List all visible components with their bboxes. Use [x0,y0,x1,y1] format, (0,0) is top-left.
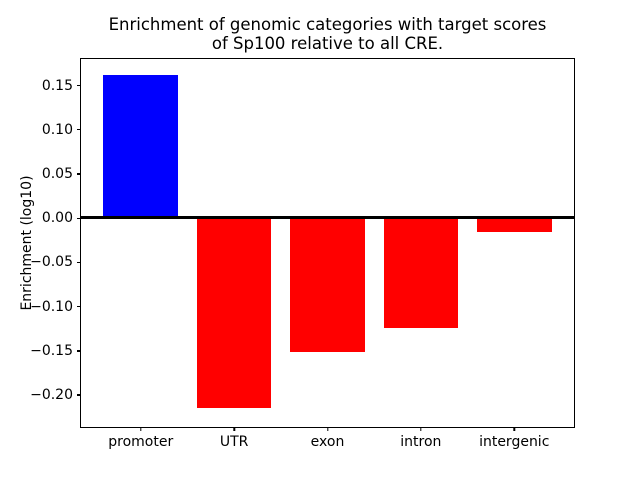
y-axis-label: Enrichment (log10) [19,175,35,311]
x-tick-mark [513,427,515,431]
y-tick-mark [77,129,81,131]
x-tick-mark [326,427,329,431]
y-tick-label: 0.15 [41,77,73,94]
x-tick-mark [140,427,142,431]
chart-title-line1: Enrichment of genomic categories with ta… [108,15,547,34]
x-tick-label-intergenic: intergenic [479,434,550,450]
y-tick-mark [77,350,81,352]
x-tick-label-promoter: promoter [108,434,174,450]
y-tick-label: 0.10 [41,121,73,138]
bar-UTR [196,218,272,409]
y-tick-label: −0.05 [30,254,73,271]
y-tick-mark [77,84,81,87]
y-tick-mark [77,394,81,396]
y-tick-label: 0.05 [41,166,73,182]
y-tick-mark [77,261,81,264]
chart-title: Enrichment of genomic categories with ta… [80,15,575,53]
x-tick-mark [420,427,422,431]
chart-title-line2: of Sp100 relative to all CRE. [211,34,444,53]
bar-exon [290,218,365,352]
y-tick-mark [77,217,81,219]
bar-intergenic [476,218,552,233]
y-tick-mark [77,173,81,175]
y-tick-mark [77,305,81,308]
x-tick-mark [233,427,235,431]
x-tick-label-intron: intron [400,434,442,450]
y-tick-label: −0.10 [30,298,73,315]
x-tick-label-exon: exon [310,434,345,450]
bar-intron [383,218,459,328]
y-tick-label: −0.15 [30,342,73,359]
y-tick-label: −0.20 [30,387,73,404]
plot-area: 0.15 0.10 0.05 0.00 −0.05 −0.10 −0.15 −0.20 prom… [30,58,575,450]
zero-line [81,215,574,219]
bar-promoter [103,74,179,219]
x-tick-label-UTR: UTR [219,434,249,450]
y-tick-label: 0.00 [41,210,73,227]
